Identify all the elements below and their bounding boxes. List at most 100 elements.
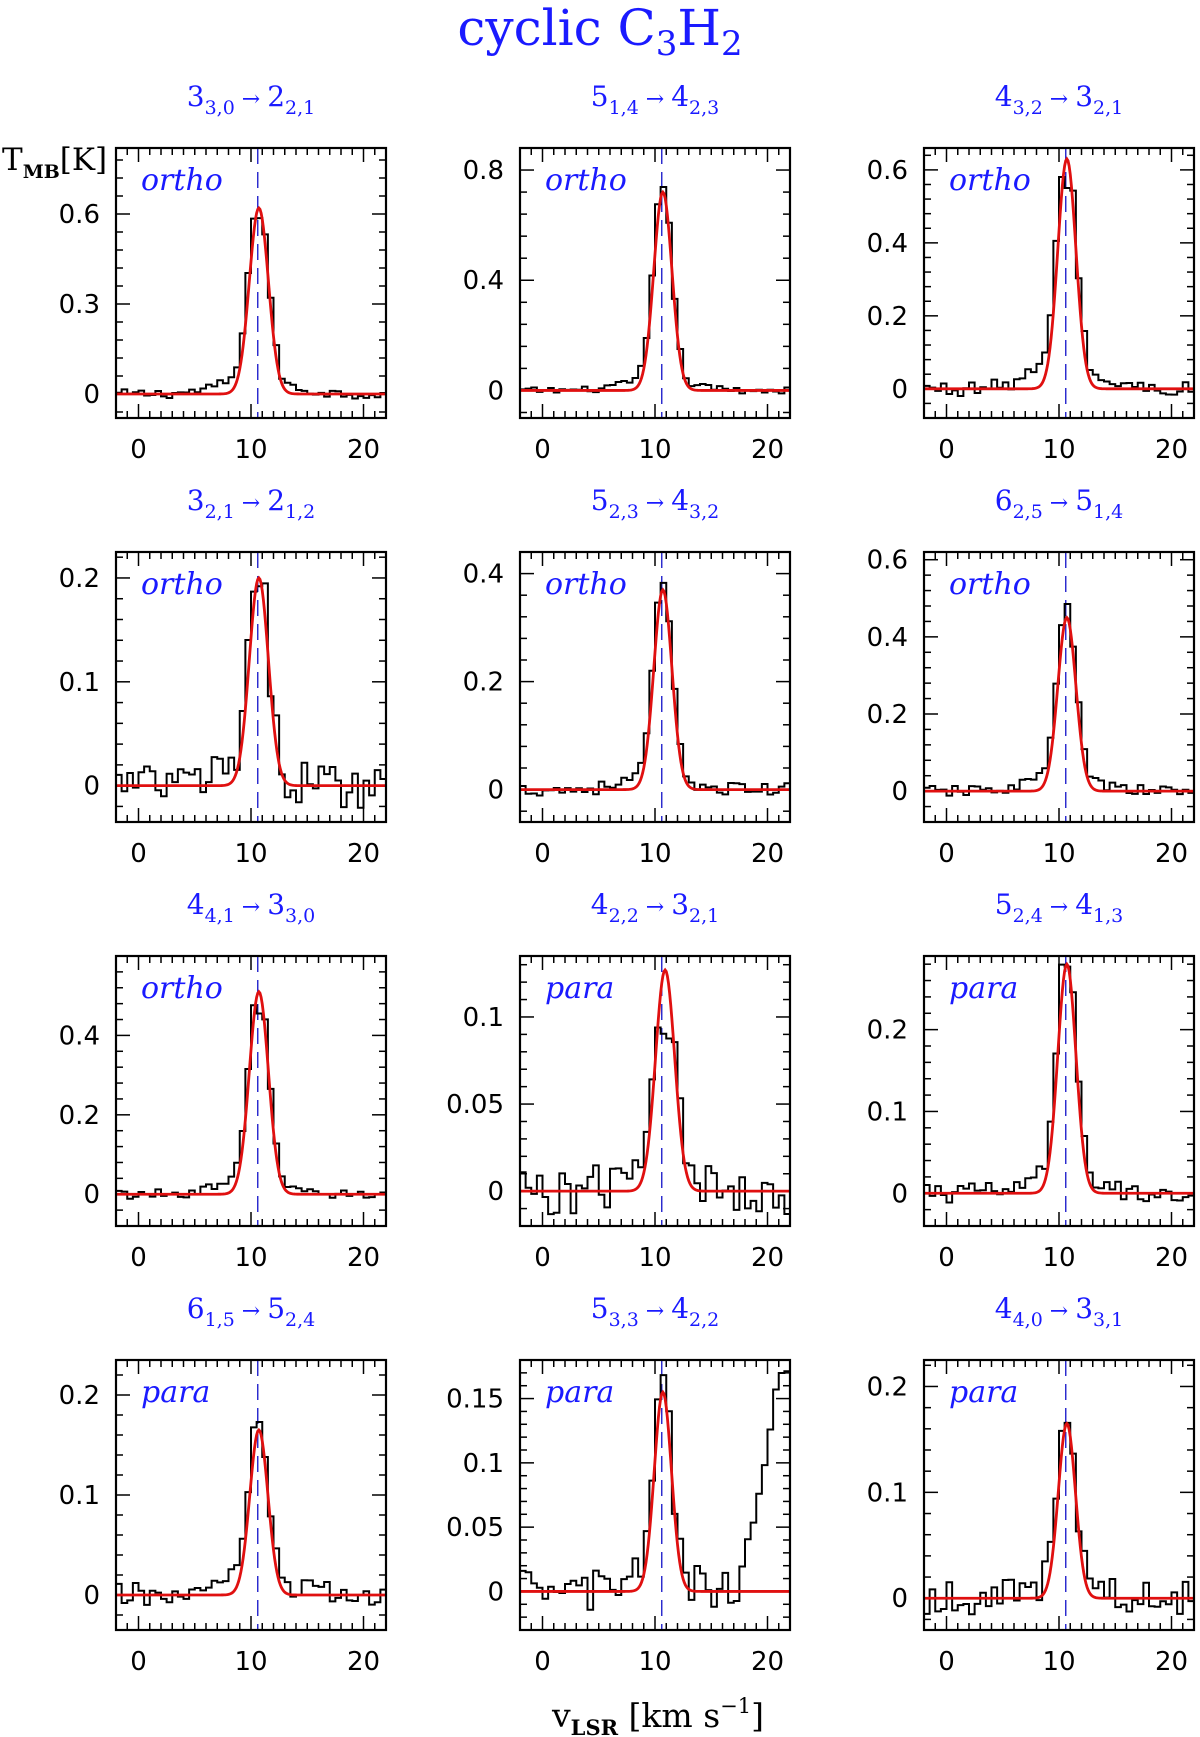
spectrum-panel-8: 42,2 → 32,1 0 10 20 0 0.05 0.1 para [446, 888, 792, 1273]
x-tick-label: 10 [234, 435, 267, 465]
y-tick-label: 0.1 [59, 1481, 100, 1511]
plot-frame [922, 954, 1196, 1228]
species-label: para [949, 1375, 1018, 1410]
gaussian-fit [520, 189, 790, 392]
x-tick-label: 20 [347, 839, 380, 869]
x-tick-label: 20 [751, 1243, 784, 1273]
x-tick-label: 20 [751, 839, 784, 869]
observed-spectrum [520, 1026, 790, 1216]
x-tick-label: 20 [347, 1243, 380, 1273]
y-tick-label: 0.15 [446, 1385, 504, 1415]
species-label: ortho [949, 163, 1031, 198]
observed-spectrum [116, 1004, 386, 1200]
gaussian-fit [520, 967, 790, 1193]
species-label: ortho [545, 567, 627, 602]
observed-spectrum [520, 581, 790, 797]
species-label: ortho [141, 163, 223, 198]
x-tick-label: 0 [534, 435, 551, 465]
transition-label: 62,5 → 51,4 [995, 484, 1124, 523]
plot-frame [114, 146, 388, 420]
y-tick-label: 0 [83, 772, 100, 802]
gaussian-fit [116, 205, 386, 396]
gaussian-fit [520, 587, 790, 791]
y-tick-label: 0 [487, 776, 504, 806]
observed-spectrum [116, 1421, 386, 1606]
plot-frame [922, 146, 1196, 420]
y-tick-label: 0.2 [867, 700, 908, 730]
y-tick-label: 0.1 [59, 668, 100, 698]
species-label: para [545, 1375, 614, 1410]
species-label: ortho [141, 971, 223, 1006]
panels: 33,0 → 22,1 0 10 20 0 0.3 0.6 ortho 51,4 → 42,3 0… [59, 80, 1196, 1677]
plot-frame [114, 550, 388, 824]
x-tick-label: 20 [751, 435, 784, 465]
gaussian-fit [116, 1427, 386, 1597]
spectrum-panel-11: 53,3 → 42,2 0 10 20 0 0.05 0.1 0.15 para [446, 1292, 792, 1677]
spectrum-panel-3: 43,2 → 32,1 0 10 20 0 0.2 0.4 0.6 ortho [867, 80, 1196, 465]
species-label: ortho [545, 163, 627, 198]
x-axis-label: vLSR [km s−1] [551, 1694, 764, 1737]
transition-label: 44,0 → 33,1 [995, 1292, 1124, 1331]
x-tick-label: 20 [1155, 1243, 1188, 1273]
spectrum-panel-2: 51,4 → 42,3 0 10 20 0 0.4 0.8 ortho [463, 80, 792, 465]
y-tick-label: 0.2 [867, 302, 908, 332]
y-tick-label: 0.3 [59, 290, 100, 320]
y-tick-label: 0 [487, 1577, 504, 1607]
x-tick-label: 0 [938, 839, 955, 869]
spectrum-panel-6: 62,5 → 51,4 0 10 20 0 0.2 0.4 0.6 ortho [867, 484, 1196, 869]
gaussian-fit [116, 989, 386, 1196]
spectrum-panel-12: 44,0 → 33,1 0 10 20 0 0.1 0.2 para [867, 1292, 1196, 1677]
x-tick-label: 10 [638, 1243, 671, 1273]
y-tick-label: 0.2 [59, 1101, 100, 1131]
y-tick-label: 0.2 [867, 1372, 908, 1402]
x-tick-label: 20 [347, 435, 380, 465]
species-label: para [545, 971, 614, 1006]
y-tick-label: 0.2 [59, 1381, 100, 1411]
y-tick-label: 0.1 [463, 1449, 504, 1479]
spectrum-panel-4: 32,1 → 21,2 0 10 20 0 0.1 0.2 ortho [59, 484, 388, 869]
x-tick-label: 10 [1042, 1647, 1075, 1677]
transition-label: 33,0 → 22,1 [187, 80, 316, 119]
y-tick-label: 0.4 [59, 1021, 100, 1051]
x-tick-label: 20 [1155, 839, 1188, 869]
species-label: para [141, 1375, 210, 1410]
transition-label: 32,1 → 21,2 [187, 484, 316, 523]
y-tick-label: 0.4 [867, 623, 908, 653]
plot-frame [518, 1358, 792, 1632]
y-tick-label: 0.05 [446, 1090, 504, 1120]
y-tick-label: 0 [891, 777, 908, 807]
y-axis-label: TMB[K] [2, 142, 107, 183]
y-tick-label: 0.2 [59, 564, 100, 594]
x-tick-label: 10 [638, 839, 671, 869]
observed-spectrum [924, 1421, 1194, 1616]
y-tick-label: 0.1 [867, 1478, 908, 1508]
gaussian-fit [924, 961, 1194, 1195]
y-tick-label: 0.05 [446, 1513, 504, 1543]
y-tick-label: 0.4 [867, 229, 908, 259]
gaussian-fit [924, 615, 1194, 793]
plot-frame [518, 954, 792, 1228]
species-label: ortho [141, 567, 223, 602]
transition-label: 44,1 → 33,0 [187, 888, 316, 927]
observed-spectrum [520, 1370, 790, 1611]
x-tick-label: 20 [1155, 1647, 1188, 1677]
x-tick-label: 0 [534, 1243, 551, 1273]
y-tick-label: 0.1 [463, 1003, 504, 1033]
x-tick-label: 10 [234, 1243, 267, 1273]
x-tick-label: 10 [638, 435, 671, 465]
y-tick-label: 0.6 [867, 156, 908, 186]
x-tick-label: 0 [130, 1243, 147, 1273]
y-tick-label: 0.8 [463, 156, 504, 186]
y-tick-label: 0.6 [867, 546, 908, 576]
spectrum-panel-7: 44,1 → 33,0 0 10 20 0 0.2 0.4 ortho [59, 888, 388, 1273]
x-tick-label: 0 [534, 1647, 551, 1677]
y-tick-label: 0 [487, 376, 504, 406]
figure-title: cyclic C3H2 [457, 0, 742, 64]
x-tick-label: 20 [1155, 435, 1188, 465]
x-tick-label: 10 [1042, 839, 1075, 869]
y-tick-label: 0 [891, 1179, 908, 1209]
y-tick-label: 0 [891, 1584, 908, 1614]
y-tick-label: 0 [487, 1177, 504, 1207]
transition-label: 53,3 → 42,2 [591, 1292, 720, 1331]
transition-label: 43,2 → 32,1 [995, 80, 1124, 119]
